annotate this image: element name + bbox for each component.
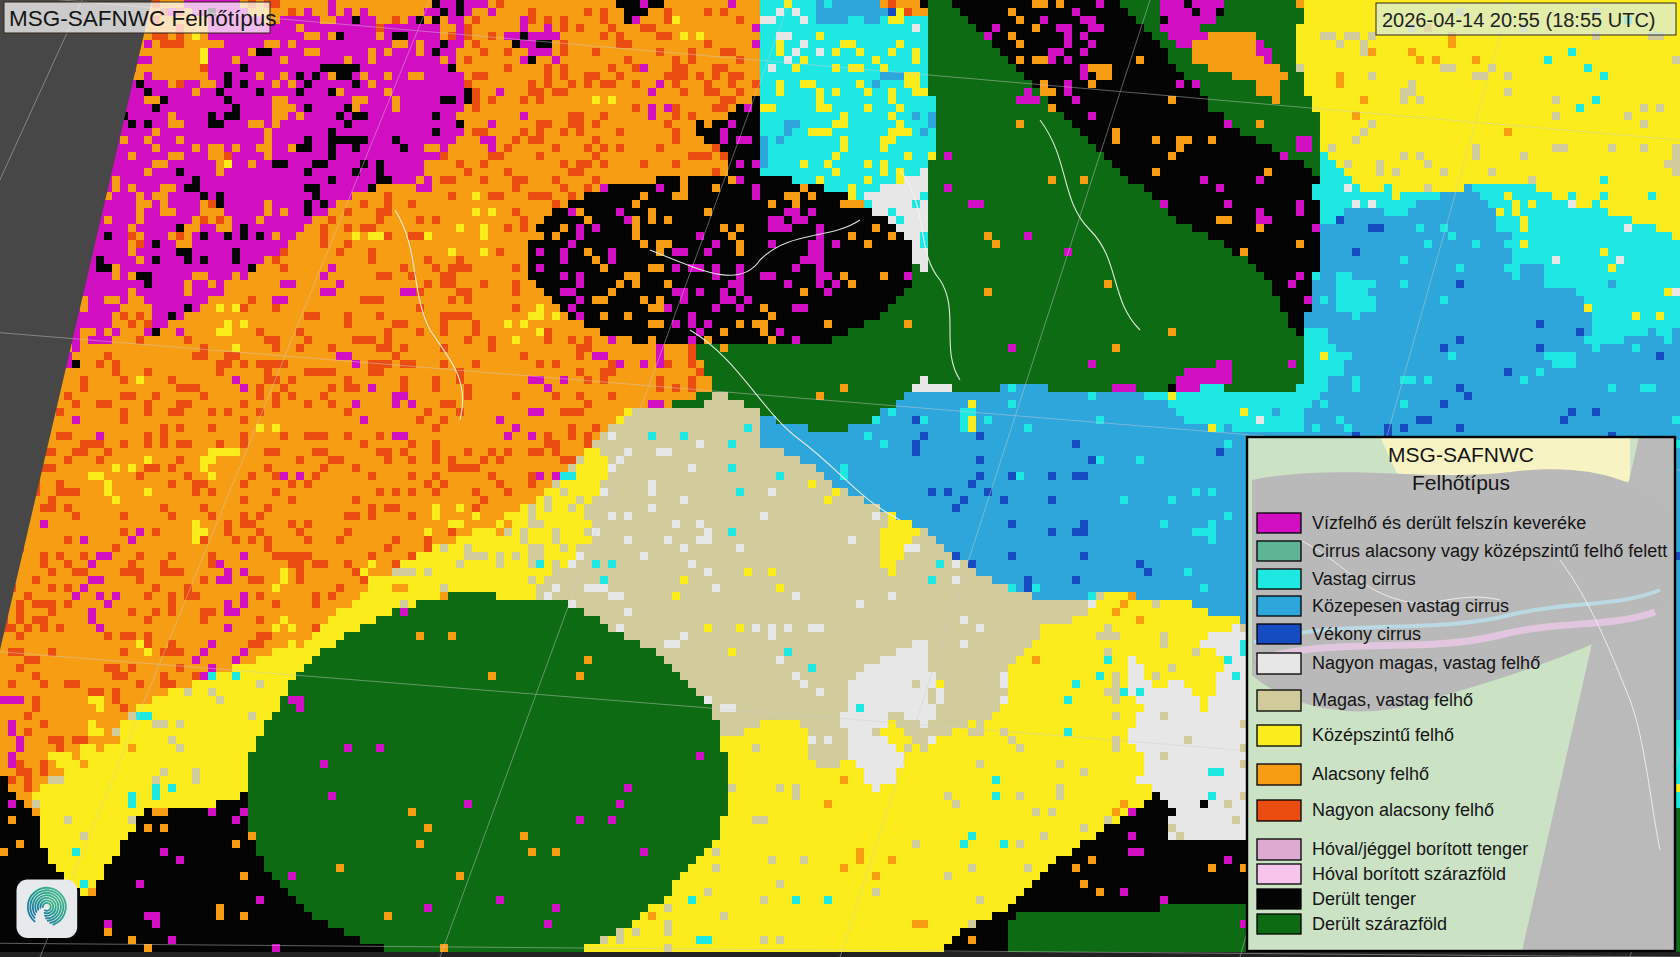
svg-text:MSG-SAFNWC: MSG-SAFNWC — [1388, 443, 1534, 466]
svg-text:Felhőtípus: Felhőtípus — [1412, 471, 1510, 494]
svg-text:Közepesen vastag cirrus: Közepesen vastag cirrus — [1312, 596, 1509, 616]
svg-text:Vízfelhő és derült felszín kev: Vízfelhő és derült felszín keveréke — [1312, 513, 1586, 533]
svg-text:Hóval borított szárazföld: Hóval borított szárazföld — [1312, 864, 1506, 884]
svg-text:Vastag cirrus: Vastag cirrus — [1312, 569, 1416, 589]
svg-text:2026-04-14 20:55 (18:55 UTC): 2026-04-14 20:55 (18:55 UTC) — [1382, 9, 1656, 31]
svg-text:Derült tenger: Derült tenger — [1312, 889, 1416, 909]
svg-text:Vékony cirrus: Vékony cirrus — [1312, 624, 1421, 644]
svg-text:MSG-SAFNWC Felhőtípus: MSG-SAFNWC Felhőtípus — [9, 6, 277, 31]
svg-text:Hóval/jéggel borított tenger: Hóval/jéggel borított tenger — [1312, 839, 1528, 859]
svg-text:Alacsony felhő: Alacsony felhő — [1312, 764, 1429, 784]
svg-text:Középszintű felhő: Középszintű felhő — [1312, 725, 1454, 745]
svg-text:Nagyon magas, vastag felhő: Nagyon magas, vastag felhő — [1312, 653, 1540, 673]
svg-text:Cirrus alacsony vagy középszin: Cirrus alacsony vagy középszintű felhő f… — [1312, 541, 1667, 561]
svg-text:Magas, vastag felhő: Magas, vastag felhő — [1312, 690, 1473, 710]
svg-text:Nagyon alacsony felhő: Nagyon alacsony felhő — [1312, 800, 1494, 820]
svg-text:Derült szárazföld: Derült szárazföld — [1312, 914, 1447, 934]
